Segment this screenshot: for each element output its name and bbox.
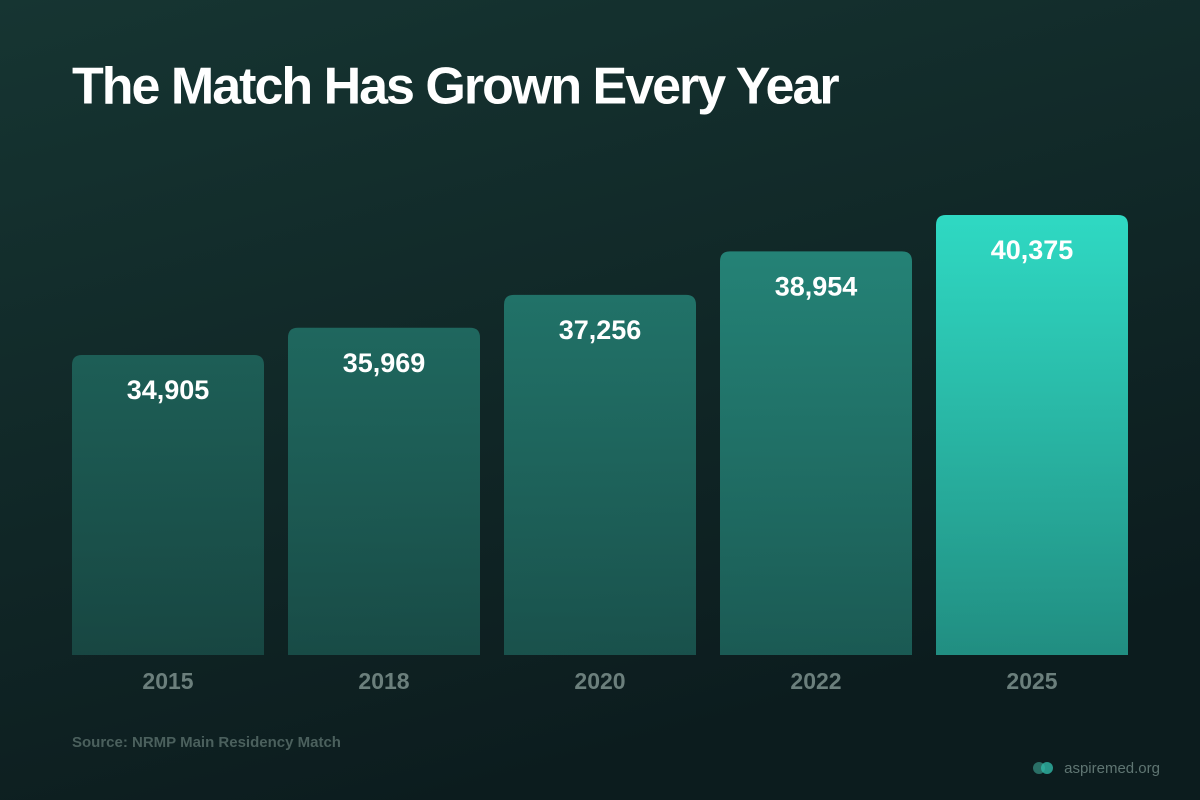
x-tick-label: 2020 [574, 668, 625, 694]
value-label: 38,954 [775, 271, 858, 301]
logo-circle [1041, 762, 1053, 774]
bar [504, 294, 696, 655]
bar [288, 327, 480, 655]
credit: aspiremed.org [1064, 760, 1160, 777]
bar [72, 355, 264, 655]
x-tick-label: 2015 [142, 668, 193, 694]
credit-logo [1033, 762, 1053, 774]
chart-title: The Match Has Grown Every Year [72, 58, 839, 116]
value-label: 35,969 [343, 348, 426, 378]
x-tick-label: 2018 [358, 668, 409, 694]
bar [936, 215, 1128, 655]
bar [720, 251, 912, 655]
value-label: 34,905 [127, 375, 210, 405]
value-label: 40,375 [991, 235, 1074, 265]
source-note: Source: NRMP Main Residency Match [72, 734, 341, 751]
x-tick-label: 2022 [790, 668, 841, 694]
value-label: 37,256 [559, 315, 642, 345]
x-tick-label: 2025 [1006, 668, 1057, 694]
